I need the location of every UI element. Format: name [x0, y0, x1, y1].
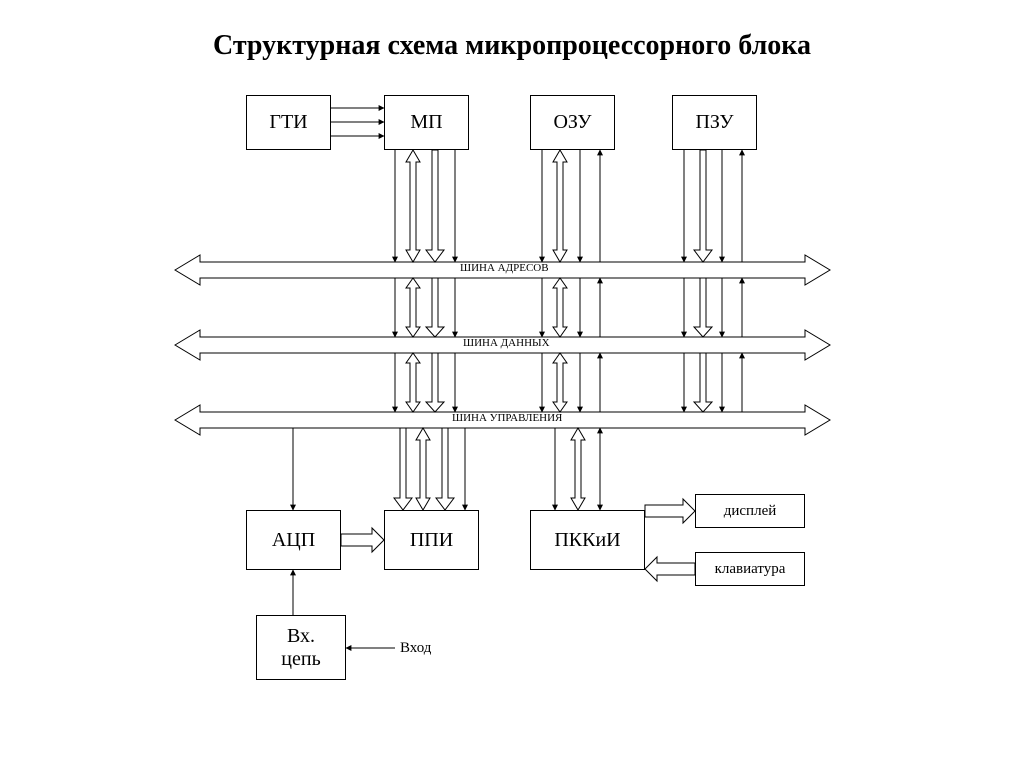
- block-label: МП: [410, 111, 442, 134]
- block-display: дисплей: [695, 494, 805, 528]
- block-keyboard: клавиатура: [695, 552, 805, 586]
- conn-mp-low: [395, 353, 455, 412]
- conn-pzu: [684, 150, 742, 262]
- arrow-keyboard-pkkii: [645, 557, 695, 581]
- diagram-svg: [0, 0, 1024, 768]
- block-label: дисплей: [724, 503, 777, 520]
- block-pzu: ПЗУ: [672, 95, 757, 150]
- block-acp: АЦП: [246, 510, 341, 570]
- block-label: клавиатура: [715, 561, 786, 578]
- arrow-pkkii-display: [645, 499, 695, 523]
- input-label: Вход: [400, 640, 431, 657]
- bus-label-control: ШИНА УПРАВЛЕНИЯ: [452, 412, 562, 424]
- arrow-acp-ppi: [341, 528, 384, 552]
- conn-ppi: [394, 428, 465, 510]
- block-label: ПККиИ: [554, 529, 620, 552]
- conn-ozu: [542, 150, 600, 262]
- conn-pzu-mid: [684, 278, 742, 337]
- block-mp: МП: [384, 95, 469, 150]
- bus-label-data: ШИНА ДАННЫХ: [463, 337, 550, 349]
- conn-mp: [395, 150, 455, 262]
- page-title: Структурная схема микропроцессорного бло…: [0, 30, 1024, 62]
- block-input-circuit: Вх. цепь: [256, 615, 346, 680]
- block-label: Вх. цепь: [281, 625, 320, 671]
- conn-pkkii: [555, 428, 600, 510]
- conn-ozu-mid: [542, 278, 600, 337]
- block-ppi: ППИ: [384, 510, 479, 570]
- bus-label-address: ШИНА АДРЕСОВ: [460, 262, 549, 274]
- block-label: ОЗУ: [553, 111, 591, 134]
- block-label: ППИ: [410, 529, 453, 552]
- conn-ozu-low: [542, 353, 600, 412]
- conn-mp-mid: [395, 278, 455, 337]
- block-label: ГТИ: [269, 111, 307, 134]
- block-label: ПЗУ: [695, 111, 733, 134]
- block-ozu: ОЗУ: [530, 95, 615, 150]
- diagram-canvas: Структурная схема микропроцессорного бло…: [0, 0, 1024, 768]
- block-pkkii: ПККиИ: [530, 510, 645, 570]
- conn-pzu-low: [684, 353, 742, 412]
- arrows-gti-mp: [331, 108, 384, 136]
- block-label: АЦП: [272, 529, 315, 552]
- block-gti: ГТИ: [246, 95, 331, 150]
